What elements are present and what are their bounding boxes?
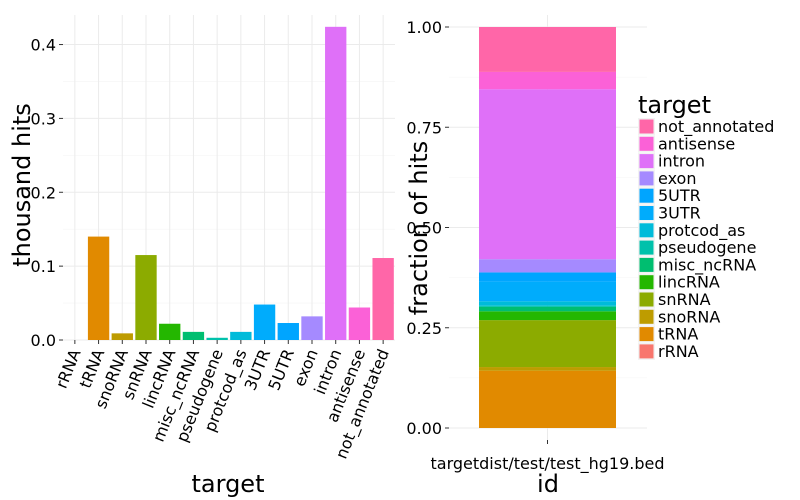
right-y-axis-title: fraction of hits xyxy=(405,141,433,315)
bar-antisense xyxy=(348,307,371,340)
legend-label-trna: tRNA xyxy=(658,325,698,344)
stack-segment-snrna xyxy=(479,320,616,368)
right-panel: 0.00 0.25 0.50 0.75 1.00 targetdist/test/tes… xyxy=(405,15,665,498)
legend: target not_annotatedantisenseintronexon5… xyxy=(638,91,774,361)
legend-swatch-not-annotated xyxy=(639,119,654,134)
legend-swatch-snorna xyxy=(639,309,654,324)
right-x-axis-title: id xyxy=(537,470,559,498)
legend-swatch-pseudogene xyxy=(639,240,654,255)
right-x-ticks: targetdist/test/test_hg19.bed xyxy=(431,440,665,474)
legend-label-pseudogene: pseudogene xyxy=(658,238,756,257)
stack-segment-intron xyxy=(479,89,616,260)
bar-misc-ncrna xyxy=(182,331,205,340)
legend-swatch-antisense xyxy=(639,136,654,151)
legend-swatch-3utr xyxy=(639,206,654,220)
left-y-tick-label: 0.4 xyxy=(31,36,56,55)
bar-snrna xyxy=(135,255,157,340)
right-stacked-bar xyxy=(479,27,616,428)
legend-swatch-exon xyxy=(639,171,654,186)
left-bars xyxy=(87,26,394,341)
legend-label-rrna: rRNA xyxy=(658,342,699,361)
right-y-ticks: 0.00 0.25 0.50 0.75 1.00 xyxy=(406,18,449,438)
bar-protcod-as xyxy=(230,331,252,340)
stack-segment-not-annotated xyxy=(479,27,616,72)
legend-label-snrna: snRNA xyxy=(658,290,711,309)
right-x-tick-label: targetdist/test/test_hg19.bed xyxy=(431,454,665,474)
legend-swatch-intron xyxy=(639,154,654,169)
right-y-tick-label: 0.00 xyxy=(406,419,442,438)
left-panel: 0.0 0.1 0.2 0.3 0.4 rRNAtRNAsnoRNAsnRNAlincR… xyxy=(8,15,395,498)
legend-label-lincrna: lincRNA xyxy=(658,273,720,292)
legend-label-exon: exon xyxy=(658,169,696,188)
stack-segment-3utr xyxy=(479,281,616,302)
stack-segment-exon xyxy=(479,259,616,273)
bar-trna xyxy=(87,236,110,340)
stack-segment-snorna xyxy=(479,367,616,371)
left-x-axis-title: target xyxy=(192,470,265,498)
legend-label-antisense: antisense xyxy=(658,134,735,153)
legend-label-protcod-as: protcod_as xyxy=(658,221,745,241)
left-y-tick-label: 0.3 xyxy=(31,109,56,128)
legend-label-misc-ncrna: misc_ncRNA xyxy=(658,255,756,275)
legend-swatch-5utr xyxy=(639,188,654,203)
right-y-tick-label: 0.75 xyxy=(406,118,442,137)
stack-segment-antisense xyxy=(479,71,616,90)
left-x-ticks: rRNAtRNAsnoRNAsnRNAlincRNAmisc_ncRNApseu… xyxy=(52,340,394,462)
bar-lincrna xyxy=(159,323,181,340)
bar-pseudogene xyxy=(206,337,228,340)
bar-5utr xyxy=(277,323,299,340)
right-y-tick-label: 0.50 xyxy=(406,219,442,238)
stack-segment-trna xyxy=(479,370,616,428)
legend-swatch-misc-ncrna xyxy=(639,257,654,272)
bar-intron xyxy=(325,26,347,341)
legend-swatch-lincrna xyxy=(639,275,654,290)
stack-segment-protcod-as xyxy=(479,301,616,306)
stack-segment-5utr xyxy=(479,272,616,282)
legend-label-intron: intron xyxy=(658,152,705,171)
left-y-ticks: 0.0 0.1 0.2 0.3 0.4 xyxy=(31,36,63,350)
left-y-tick-label: 0.2 xyxy=(31,183,56,202)
stack-segment-lincrna xyxy=(479,311,616,321)
right-y-tick-label: 0.25 xyxy=(406,319,442,338)
left-y-tick-label: 0.1 xyxy=(31,257,56,276)
legend-label-5utr: 5UTR xyxy=(658,186,701,205)
legend-label-snorna: snoRNA xyxy=(658,307,720,326)
legend-swatch-rrna xyxy=(639,344,654,359)
legend-label-not-annotated: not_annotated xyxy=(658,117,774,137)
legend-swatch-snrna xyxy=(639,292,654,307)
stack-segment-pseudogene xyxy=(479,305,616,307)
left-y-axis-title: thousand hits xyxy=(8,103,36,267)
bar-snorna xyxy=(111,333,133,340)
left-y-tick-label: 0.0 xyxy=(31,331,56,350)
right-y-tick-label: 1.00 xyxy=(406,18,442,37)
legend-items: not_annotatedantisenseintronexon5UTR3UTR… xyxy=(638,117,774,361)
legend-swatch-protcod-as xyxy=(639,223,654,238)
legend-title: target xyxy=(638,91,711,119)
bar-3utr xyxy=(253,304,276,340)
stack-segment-misc-ncrna xyxy=(479,306,616,312)
legend-label-3utr: 3UTR xyxy=(658,204,701,223)
legend-swatch-trna xyxy=(639,327,654,342)
bar-exon xyxy=(301,316,323,340)
bar-not-annotated xyxy=(372,258,394,340)
